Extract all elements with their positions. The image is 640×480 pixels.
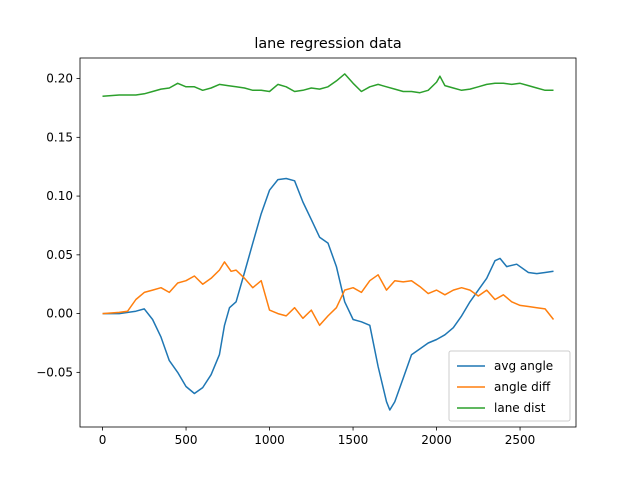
legend-label: angle diff bbox=[494, 380, 551, 394]
x-tick-label: 1000 bbox=[254, 433, 285, 447]
series-line-angle-diff bbox=[102, 261, 555, 327]
x-axis: 0 500 1000 1500 2000 2500 bbox=[99, 427, 536, 447]
series-line-lane-dist bbox=[102, 73, 554, 97]
y-tick-label: 0.05 bbox=[46, 248, 73, 262]
legend-label: lane dist bbox=[494, 401, 546, 415]
x-tick-label: 2000 bbox=[421, 433, 452, 447]
legend-label: avg angle bbox=[494, 359, 553, 373]
x-tick-label: 2500 bbox=[505, 433, 536, 447]
plot-frame bbox=[79, 57, 577, 428]
y-tick-label: 0.15 bbox=[46, 130, 73, 144]
legend-box bbox=[448, 350, 571, 422]
legend: avg angle angle diff lane dist bbox=[448, 350, 571, 422]
x-tick-label: 0 bbox=[99, 433, 107, 447]
chart-title: lane regression data bbox=[254, 36, 401, 52]
y-tick-label: 0.00 bbox=[46, 307, 73, 321]
y-axis: −0.05 0.00 0.05 0.10 0.15 0.20 bbox=[36, 72, 80, 379]
y-tick-label: 0.10 bbox=[46, 189, 73, 203]
y-tick-label: 0.20 bbox=[46, 72, 73, 86]
series-layer bbox=[102, 73, 555, 411]
y-tick-label: −0.05 bbox=[36, 365, 73, 379]
x-tick-label: 500 bbox=[175, 433, 198, 447]
series-line-avg-angle bbox=[102, 177, 554, 411]
x-tick-label: 1500 bbox=[338, 433, 369, 447]
